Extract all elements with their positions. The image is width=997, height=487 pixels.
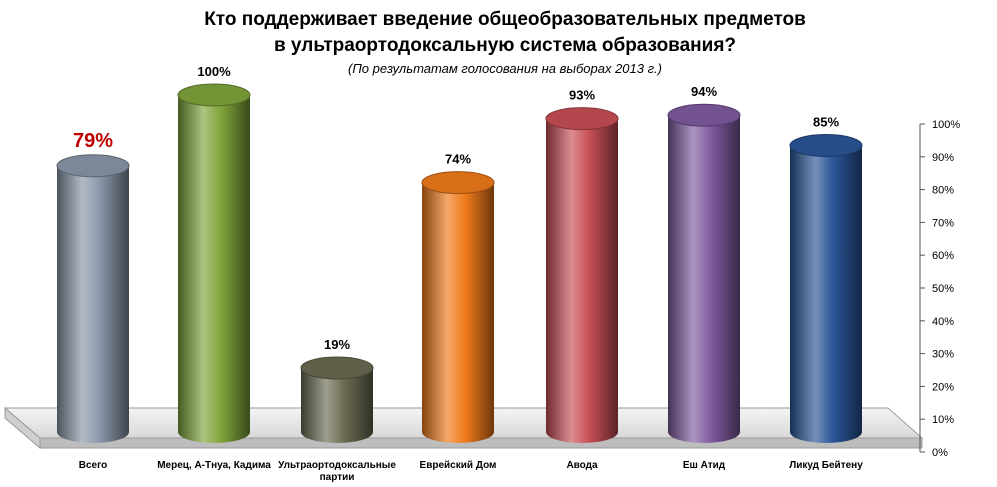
bar: 74% (421, 152, 495, 443)
bar-top (300, 356, 374, 380)
y-tick-label: 90% (932, 152, 954, 164)
bar-top (667, 103, 741, 127)
bar-body (790, 145, 862, 444)
bar: 94% (667, 84, 741, 443)
category-label: Еврейский Дом (420, 460, 497, 471)
bar-body (178, 95, 250, 443)
y-tick-label: 50% (932, 283, 954, 295)
chart-subtitle: (По результатам голосования на выборах 2… (348, 61, 662, 76)
bar-body (546, 118, 618, 443)
data-label: 74% (445, 152, 471, 167)
bar: 85% (789, 115, 863, 444)
bar-top (421, 171, 495, 195)
data-label: 100% (197, 64, 231, 79)
y-tick-label: 70% (932, 217, 954, 229)
bar-top (56, 154, 130, 178)
y-tick-label: 80% (932, 185, 954, 197)
bar: 79% (56, 130, 130, 443)
data-label: 79% (73, 130, 113, 152)
bar: 19% (300, 337, 374, 443)
bar-body (422, 182, 494, 443)
y-tick-label: 20% (932, 381, 954, 393)
bar: 93% (545, 88, 619, 443)
y-tick-label: 0% (932, 447, 948, 459)
bar-body (668, 115, 740, 443)
floor-side (4, 406, 41, 450)
y-tick-label: 10% (932, 414, 954, 426)
data-label: 85% (813, 115, 839, 130)
chart-title-line-1: Кто поддерживает введение общеобразовате… (204, 9, 806, 30)
data-label: 94% (691, 84, 717, 99)
bar-body (57, 165, 129, 443)
category-label: Ликуд Бейтену (789, 460, 863, 471)
y-tick-label: 40% (932, 316, 954, 328)
y-tick-label: 100% (932, 119, 960, 131)
category-label: Мерец, А-Тнуа, Кадима (157, 460, 271, 471)
data-label: 19% (324, 337, 350, 352)
y-axis: 0% 10% 20% 30% 40% 50% 60% 70% 80% 90% 100% (919, 119, 960, 459)
y-tick-label: 30% (932, 349, 954, 361)
category-label: Авода (566, 460, 598, 471)
chart-title-group: Кто поддерживает введение общеобразовате… (204, 9, 806, 76)
bars-group: 79% 100% 19% 74% 93% 94% 85% (56, 64, 863, 444)
category-label: Ультраортодоксальные (278, 460, 396, 471)
category-label: партии (320, 472, 355, 483)
bar-top (177, 83, 251, 107)
category-label: Еш Атид (683, 460, 726, 471)
bar-top (789, 134, 863, 158)
category-label: Всего (79, 460, 108, 471)
bar-body (301, 367, 373, 443)
chart-title-line-2: в ультраортодоксальную система образован… (274, 35, 736, 56)
bar: 100% (177, 64, 251, 443)
data-label: 93% (569, 88, 595, 103)
category-labels: Всего Мерец, А-Тнуа, Кадима Ультраортодокс… (79, 460, 863, 483)
bar-top (545, 107, 619, 131)
y-tick-label: 60% (932, 250, 954, 262)
